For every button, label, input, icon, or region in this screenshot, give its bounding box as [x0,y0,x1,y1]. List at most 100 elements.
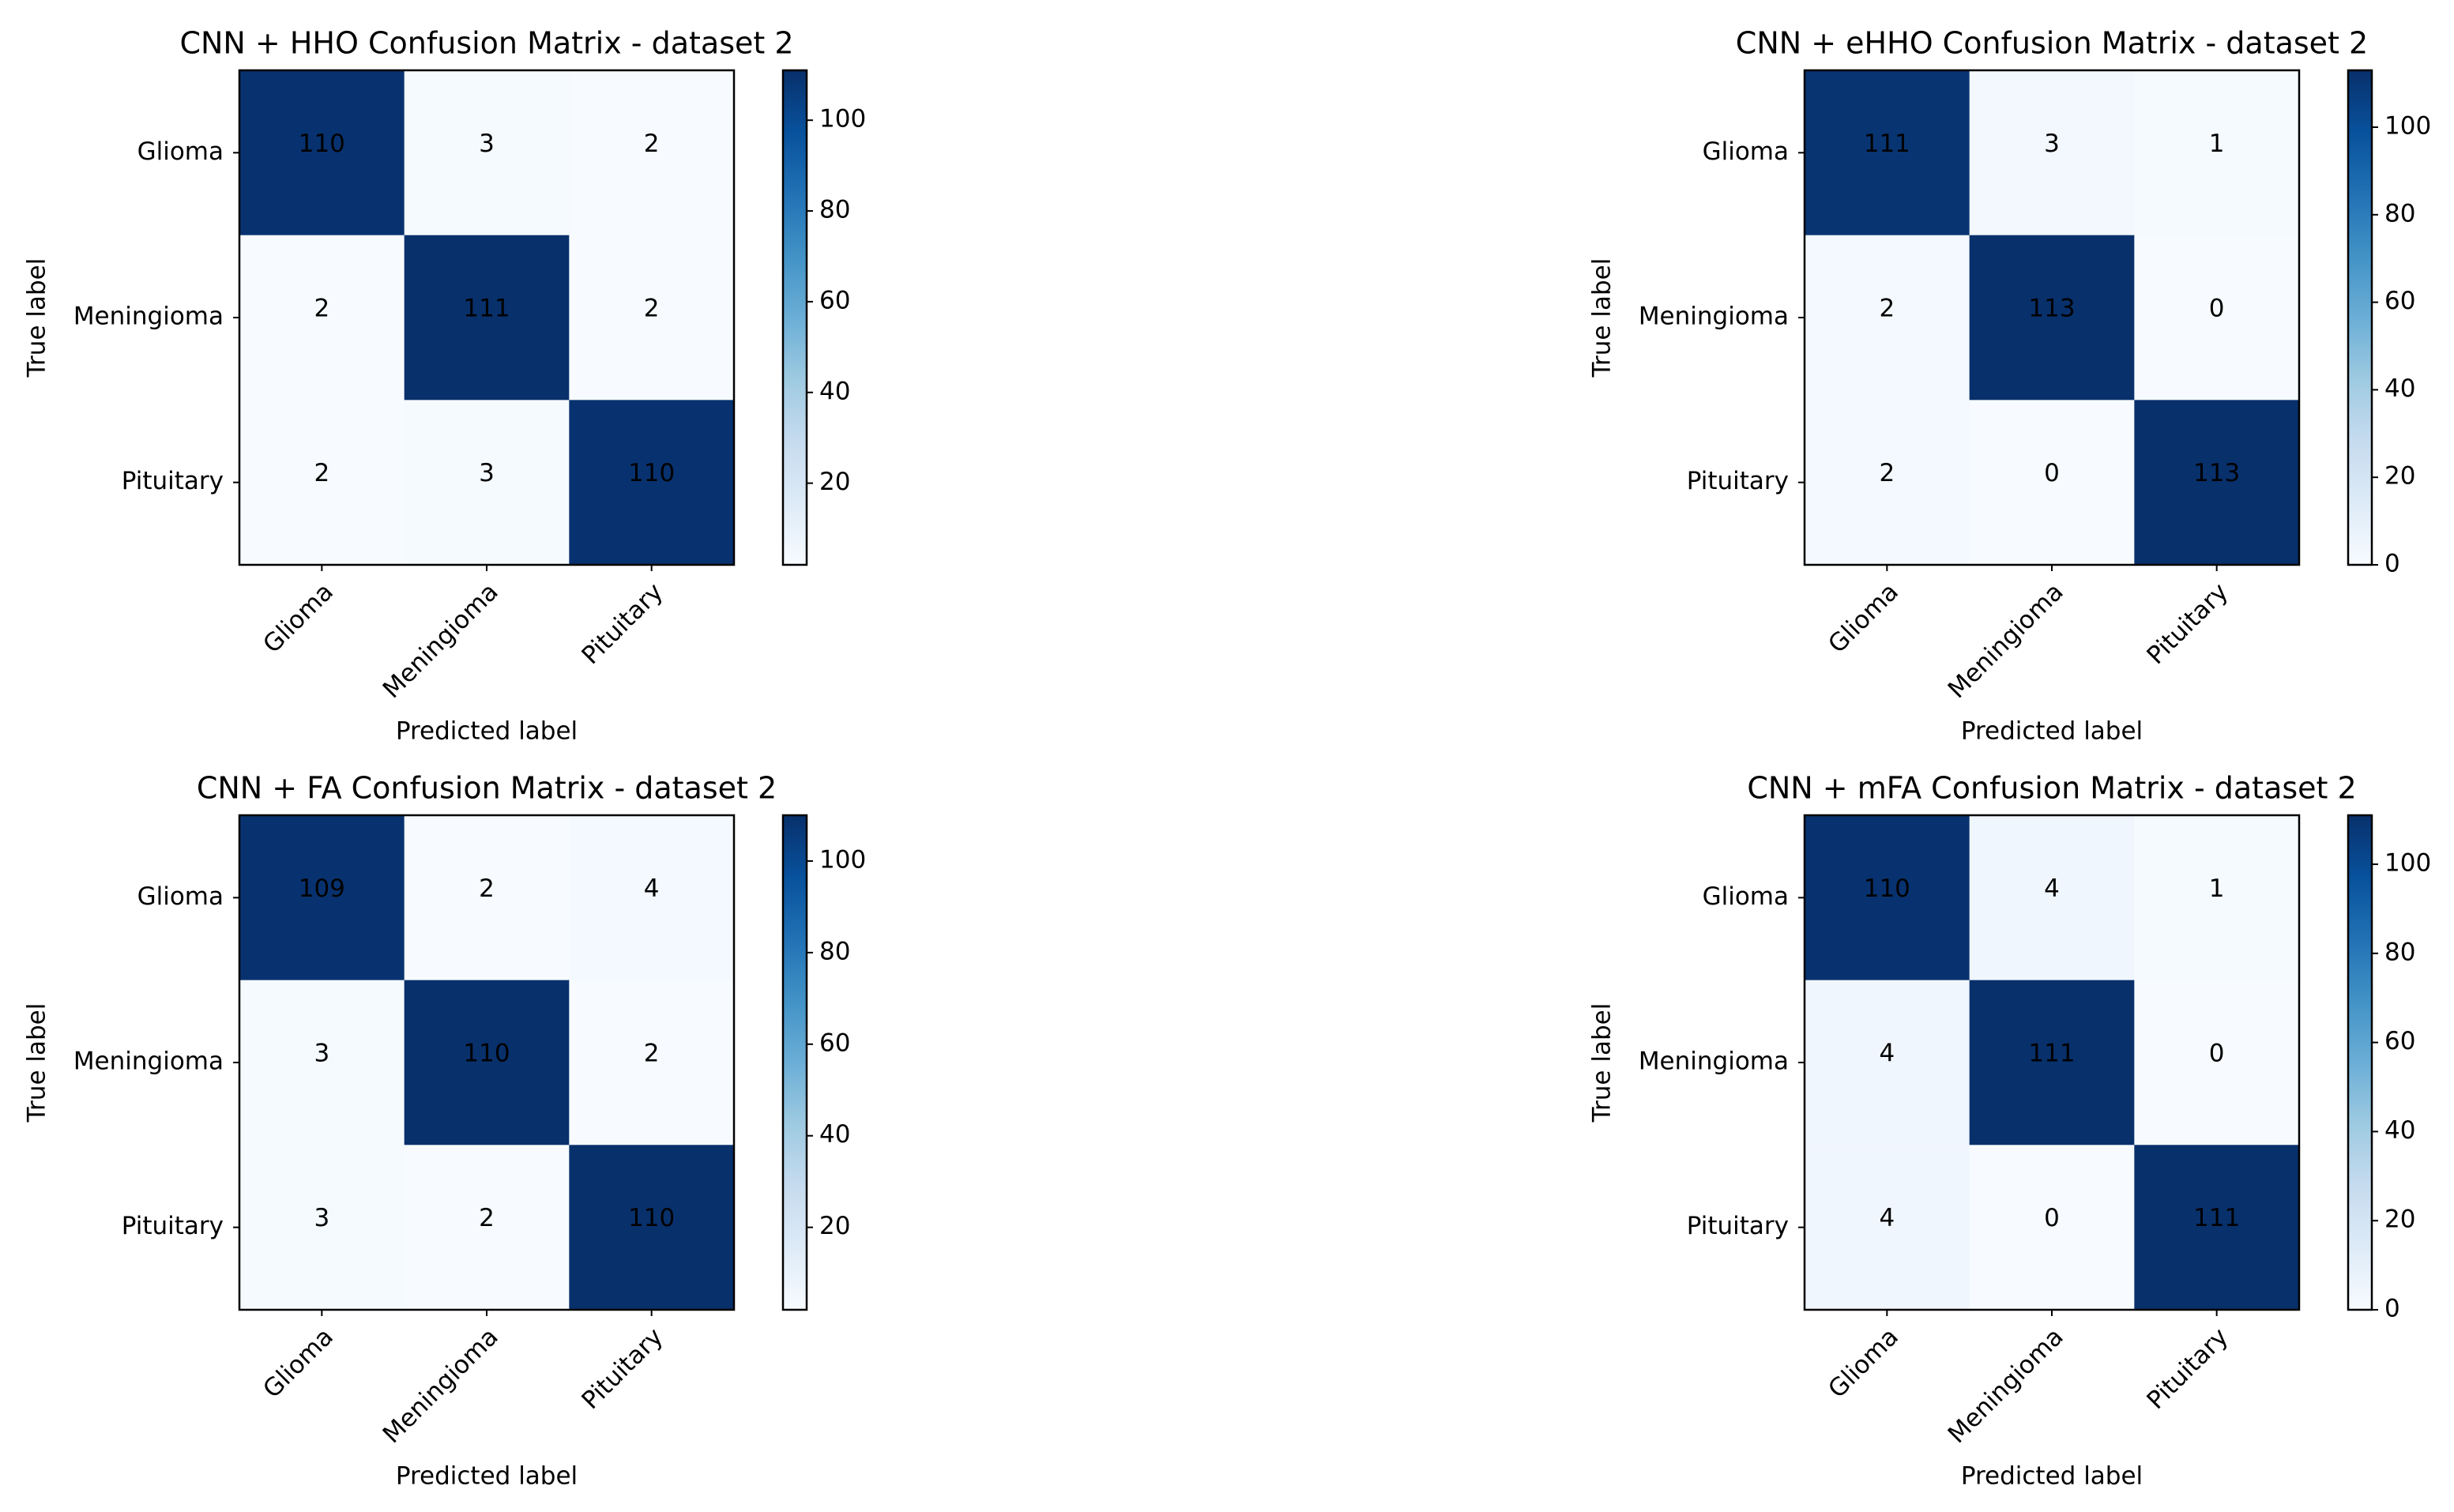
cell-label: 2 [1879,295,1895,323]
y-tick-label: Pituitary [122,467,224,495]
x-tick-label: Glioma [1823,577,1904,659]
x-tick-label: Meningioma [1943,577,2069,704]
heatmap-cell [239,235,405,401]
y-tick-label: Meningioma [1639,303,1789,331]
cell-label: 109 [299,874,345,903]
x-axis-label: Predicted label [1961,1462,2143,1491]
y-axis-label: True label [23,258,51,378]
colorbar-tick-label: 100 [819,105,866,134]
colorbar-tick-label: 60 [819,286,850,314]
colorbar [781,814,808,1311]
y-tick-label: Glioma [1703,137,1789,166]
colorbar-tick-label: 20 [819,1212,850,1240]
heatmap-cell [2134,980,2300,1145]
cell-label: 0 [2209,295,2225,323]
y-tick-label: Meningioma [73,303,224,331]
y-tick-label: Glioma [137,882,224,911]
colorbar-tick-label: 100 [819,845,866,874]
heatmap-cell [1969,400,2135,566]
cell-label: 4 [2044,874,2060,903]
heatmap-cell [239,815,405,981]
heatmap-cell [569,980,735,1145]
x-tick-label: Pituitary [2141,1322,2234,1415]
heatmap-cell [569,70,735,236]
cell-label: 1 [2209,874,2225,903]
cell-label: 111 [1864,130,1910,158]
chart-title: CNN + mFA Confusion Matrix - dataset 2 [1747,771,2356,806]
colorbar-tick-label: 80 [2384,199,2415,228]
cell-label: 4 [1879,1040,1895,1068]
y-tick-label: Meningioma [73,1047,224,1076]
colorbar [781,69,808,566]
cell-label: 3 [314,1040,329,1068]
cell-label: 2 [314,295,329,323]
heatmap-cell [239,1145,405,1311]
heatmap-cell [1969,980,2135,1145]
x-tick-label: Glioma [258,577,339,659]
heatmap-cell [569,815,735,981]
cell-label: 110 [1864,874,1910,903]
colorbar-tick-label: 80 [2384,938,2415,966]
cell-label: 113 [2028,295,2075,323]
heatmap-cell [1969,70,2135,236]
cell-label: 2 [479,1204,495,1232]
heatmap-cell [1805,400,1970,566]
cell-label: 111 [463,295,510,323]
colorbar-tick-label: 40 [819,1120,850,1149]
heatmap-cell [1805,980,1970,1145]
heatmap-cell [1969,235,2135,401]
heatmap-cell [1805,1145,1970,1311]
heatmap-cell [404,815,570,981]
chart-title: CNN + HHO Confusion Matrix - dataset 2 [179,26,793,61]
cell-label: 110 [463,1040,510,1068]
heatmap-cell [239,980,405,1145]
y-tick-label: Pituitary [1687,1212,1789,1240]
x-tick-label: Pituitary [2141,577,2234,670]
colorbar-tick-label: 100 [2384,849,2431,878]
x-tick-label: Meningioma [378,1322,504,1449]
cell-label: 110 [628,459,675,487]
colorbar-tick-label: 60 [2384,287,2415,315]
y-tick-label: Meningioma [1639,1047,1789,1076]
heatmap-cell [239,400,405,566]
colorbar-tick-label: 20 [2384,462,2415,491]
cell-label: 1 [2209,130,2225,158]
heatmap-cell [1969,815,2135,981]
heatmap-cell [239,70,405,236]
heatmap-cell [569,235,735,401]
colorbar-tick-label: 40 [2384,1116,2415,1145]
heatmap-cell [1805,235,1970,401]
chart-title: CNN + eHHO Confusion Matrix - dataset 2 [1736,26,2368,61]
heatmap-cell [1805,70,1970,236]
x-axis-label: Predicted label [396,717,578,746]
cell-label: 0 [2209,1040,2225,1068]
x-axis-label: Predicted label [396,1462,578,1491]
colorbar-tick-label: 0 [2384,550,2400,578]
cell-label: 2 [1879,459,1895,487]
y-axis-label: True label [1588,1003,1617,1123]
heatmap-cell [2134,1145,2300,1311]
heatmap-cell [569,400,735,566]
cell-label: 2 [644,1040,660,1068]
cell-label: 3 [314,1204,329,1232]
cell-label: 0 [2044,1204,2060,1232]
y-tick-label: Glioma [137,137,224,166]
cell-label: 2 [644,130,660,158]
heatmap-cell [1805,815,1970,981]
colorbar-tick-label: 20 [2384,1205,2415,1234]
heatmap-cell [1969,1145,2135,1311]
cell-label: 0 [2044,459,2060,487]
x-tick-label: Glioma [1823,1322,1904,1404]
cell-label: 4 [644,874,660,903]
colorbar-tick-label: 40 [2384,374,2415,403]
x-tick-label: Glioma [258,1322,339,1404]
heatmap-cell [404,980,570,1145]
colorbar-tick-label: 60 [819,1029,850,1057]
colorbar-tick-label: 80 [819,196,850,224]
x-tick-label: Pituitary [576,577,668,670]
x-tick-label: Meningioma [1943,1322,2069,1449]
y-tick-label: Pituitary [122,1212,224,1240]
heatmap-cell [404,1145,570,1311]
cell-label: 3 [479,459,495,487]
